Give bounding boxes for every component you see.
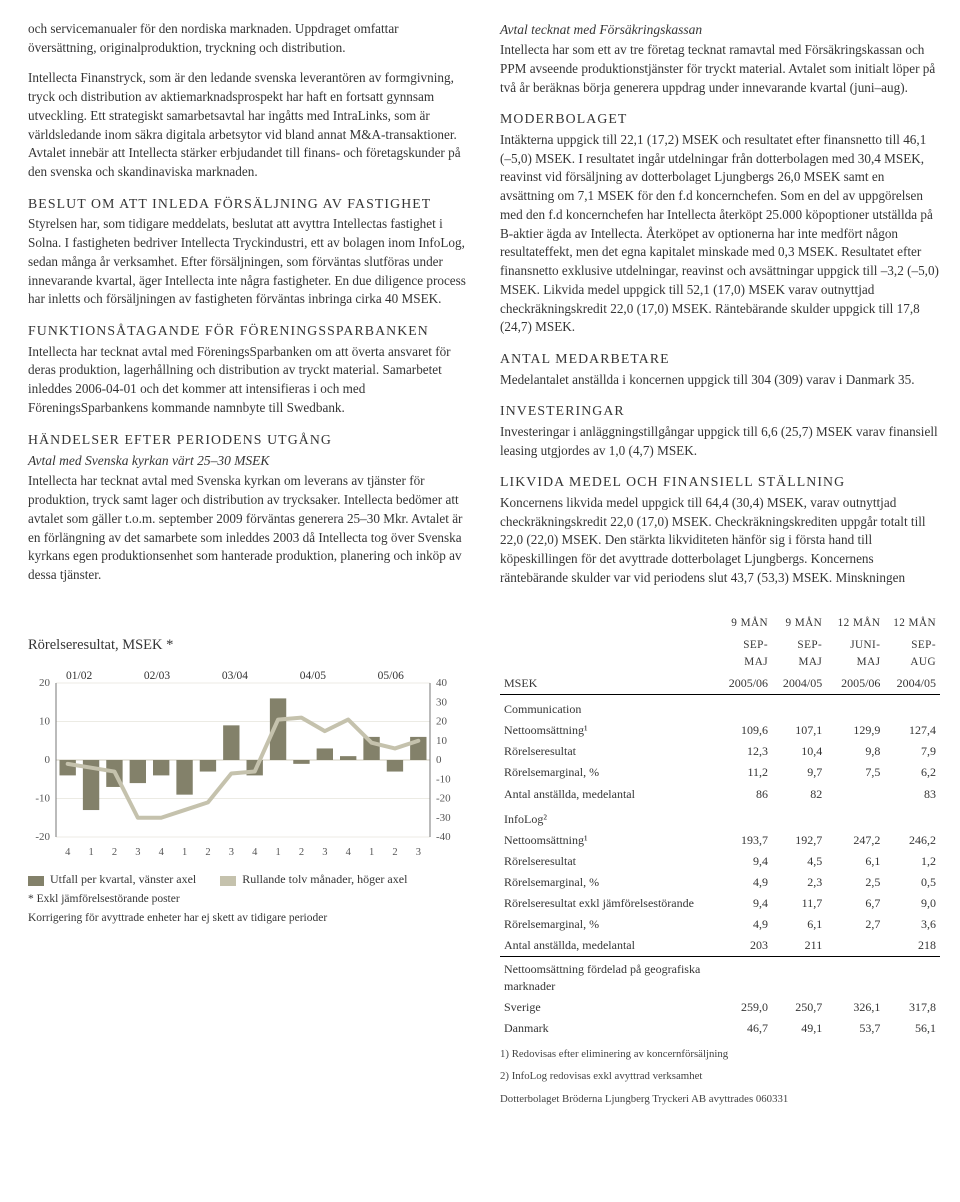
svg-text:05/06: 05/06 xyxy=(378,670,404,682)
svg-text:04/05: 04/05 xyxy=(300,670,326,682)
chart-area: 20 10 0 -10 -20 40 30 20 10 0 -10 -20 -30 -40 01/02 02/… xyxy=(28,665,468,865)
legend-b: Rullande tolv månader, höger axel xyxy=(242,872,407,886)
chart-title: Rörelseresultat, MSEK * xyxy=(28,635,468,656)
p1: Intellecta Finanstryck, som är den ledan… xyxy=(28,69,468,181)
h-antal: ANTAL MEDARBETARE xyxy=(500,349,940,369)
p3: Intellecta har tecknat avtal med Förenin… xyxy=(28,343,468,418)
p2: Styrelsen har, som tidigare meddelats, b… xyxy=(28,215,468,309)
svg-text:4: 4 xyxy=(346,847,352,858)
svg-text:1: 1 xyxy=(88,847,93,858)
svg-text:40: 40 xyxy=(436,677,448,689)
svg-text:02/03: 02/03 xyxy=(144,670,170,682)
svg-text:-40: -40 xyxy=(436,831,451,843)
svg-text:0: 0 xyxy=(45,754,51,766)
svg-text:2: 2 xyxy=(392,847,397,858)
chart-foot2: Korrigering för avyttrade enheter har ej… xyxy=(28,911,468,926)
h-moderbolaget: MODERBOLAGET xyxy=(500,109,940,129)
svg-text:-20: -20 xyxy=(436,793,451,805)
svg-text:-30: -30 xyxy=(436,812,451,824)
svg-text:01/02: 01/02 xyxy=(66,670,92,682)
svg-text:03/04: 03/04 xyxy=(222,670,248,682)
h-forsakring: Avtal tecknat med Försäkringskassan xyxy=(500,20,940,39)
h-handelser: HÄNDELSER EFTER PERIODENS UTGÅNG xyxy=(28,430,468,450)
svg-text:-10: -10 xyxy=(35,793,50,805)
svg-text:20: 20 xyxy=(39,677,51,689)
svg-text:3: 3 xyxy=(416,847,421,858)
tbl-foot2: 2) InfoLog redovisas exkl avyttrad verks… xyxy=(500,1069,940,1084)
h-invest: INVESTERINGAR xyxy=(500,401,940,421)
rp4: Investeringar i anläggningstillgångar up… xyxy=(500,423,940,460)
svg-text:3: 3 xyxy=(322,847,327,858)
p4: Intellecta har tecknat avtal med Svenska… xyxy=(28,472,468,584)
svg-text:1: 1 xyxy=(275,847,280,858)
svg-text:1: 1 xyxy=(369,847,374,858)
svg-text:3: 3 xyxy=(135,847,140,858)
h-beslut: BESLUT OM ATT INLEDA FÖRSÄLJNING AV FAST… xyxy=(28,194,468,214)
tbl-foot3: Dotterbolaget Bröderna Ljungberg Trycker… xyxy=(500,1092,940,1107)
svg-text:-10: -10 xyxy=(436,774,451,786)
h-svkyrkan: Avtal med Svenska kyrkan värt 25–30 MSEK xyxy=(28,451,468,470)
svg-text:20: 20 xyxy=(436,716,448,728)
svg-text:30: 30 xyxy=(436,697,448,709)
svg-text:4: 4 xyxy=(159,847,165,858)
svg-text:4: 4 xyxy=(252,847,258,858)
tbl-foot1: 1) Redovisas efter eliminering av koncer… xyxy=(500,1047,940,1062)
rp3: Medelantalet anställda i koncernen uppgi… xyxy=(500,371,940,390)
rp5: Koncernens likvida medel uppgick till 64… xyxy=(500,494,940,588)
rp1: Intellecta har som ett av tre företag te… xyxy=(500,41,940,97)
h-funk: FUNKTIONSÅTAGANDE FÖR FÖRENINGSSPARBANKE… xyxy=(28,321,468,341)
svg-text:1: 1 xyxy=(182,847,187,858)
svg-text:4: 4 xyxy=(65,847,71,858)
rp2: Intäkterna uppgick till 22,1 (17,2) MSEK… xyxy=(500,131,940,337)
svg-text:-20: -20 xyxy=(35,831,50,843)
legend-a: Utfall per kvartal, vänster axel xyxy=(50,872,196,886)
chart-foot1: * Exkl jämförelsestörande poster xyxy=(28,892,468,907)
svg-text:0: 0 xyxy=(436,754,442,766)
svg-text:3: 3 xyxy=(229,847,234,858)
financial-table: 9 MÅN9 MÅN12 MÅN12 MÅNSEP-MAJSEP-MAJJUNI… xyxy=(500,608,940,1039)
intro-p: och servicemanualer för den nordiska mar… xyxy=(28,20,468,57)
svg-text:2: 2 xyxy=(112,847,117,858)
svg-text:2: 2 xyxy=(299,847,304,858)
svg-text:10: 10 xyxy=(39,716,51,728)
h-likvida: LIKVIDA MEDEL OCH FINANSIELL STÄLLNING xyxy=(500,472,940,492)
svg-text:2: 2 xyxy=(205,847,210,858)
svg-text:10: 10 xyxy=(436,735,448,747)
chart-block: Rörelseresultat, MSEK * 20100-10-2040302… xyxy=(28,635,468,926)
chart-legend: Utfall per kvartal, vänster axel Rulland… xyxy=(28,871,468,888)
